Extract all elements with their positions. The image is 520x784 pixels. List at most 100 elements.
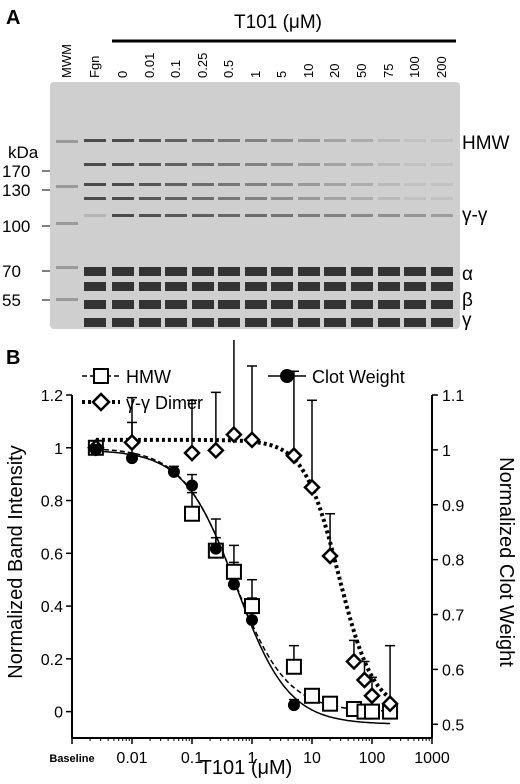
gel-band: [139, 214, 161, 217]
marker-band: [56, 298, 78, 301]
marker-label: 130: [2, 181, 30, 200]
data-point: [89, 443, 102, 456]
gel-band: [298, 139, 320, 142]
lane-label: 1: [248, 71, 263, 78]
y2-tick-label: 0.8: [442, 553, 464, 570]
y-tick-label: 0.6: [41, 546, 63, 563]
legend-label: HMW: [126, 367, 171, 387]
x-tick-label: Baseline: [49, 753, 94, 765]
y2-tick-label: 1.1: [442, 388, 464, 405]
gel-band: [165, 214, 187, 217]
gel-panel: A T101 (μM) MWM Fgn 0 0.01 0.1 0.25 0.5 1 5 10 20 5…: [2, 7, 510, 331]
data-point: [186, 479, 198, 492]
gel-band: [192, 139, 214, 142]
gel-band: [431, 197, 453, 200]
y2-axis-label: Normalized Clot Weight: [495, 457, 517, 667]
gel-band: [192, 183, 214, 186]
gel-band: [192, 214, 214, 217]
gel-band: [84, 183, 106, 186]
lane-label: 0.5: [221, 60, 236, 78]
gel-band: [271, 318, 293, 327]
lane-label: 20: [327, 64, 342, 78]
gel-band: [351, 163, 373, 166]
data-point: [184, 505, 200, 522]
x-tick-label: 100: [359, 750, 386, 767]
band-label: γ: [462, 310, 472, 331]
gel-band: [139, 267, 161, 276]
y2-tick-label: 0.9: [442, 498, 464, 515]
gel-band: [351, 214, 373, 217]
gel-band: [298, 318, 320, 327]
band-label: γ-γ: [462, 205, 488, 226]
gel-band: [139, 139, 161, 142]
lane-label: MWM: [59, 44, 74, 78]
band-label: β: [462, 290, 473, 311]
gel-band: [431, 163, 453, 166]
legend-marker: [93, 368, 109, 384]
gel-band: [192, 197, 214, 200]
gel-band: [139, 300, 161, 309]
gel-band: [218, 163, 240, 166]
gel-band: [404, 318, 426, 327]
gel-band: [165, 300, 187, 309]
gel-band: [218, 282, 240, 291]
gel-image: [50, 82, 460, 329]
x-tick-label: 10: [303, 750, 321, 767]
gel-band: [431, 300, 453, 309]
data-point: [285, 658, 302, 675]
marker-band: [56, 140, 78, 143]
gel-band: [298, 197, 320, 200]
data-point: [244, 598, 260, 615]
gel-band: [378, 139, 400, 142]
lane-label: 0.01: [142, 53, 157, 78]
gel-band: [165, 197, 187, 200]
y2-tick-label: 0.5: [442, 717, 464, 734]
legend-marker: [91, 392, 111, 412]
y2-tick-label: 1: [442, 443, 451, 460]
x-tick-label: 0.1: [181, 750, 203, 767]
data-point: [381, 694, 399, 713]
gel-band: [298, 267, 320, 276]
gel-band: [271, 282, 293, 291]
fit-curve: [95, 437, 392, 700]
gel-band: [139, 282, 161, 291]
gel-band: [139, 318, 161, 327]
lane-label: 200: [434, 56, 449, 78]
gel-band: [404, 197, 426, 200]
gel-band: [245, 139, 267, 142]
gel-band: [218, 197, 240, 200]
y-tick-label: 0.4: [41, 599, 63, 616]
gel-band: [271, 163, 293, 166]
gel-band: [351, 300, 373, 309]
gel-band: [84, 282, 106, 291]
gel-band: [112, 183, 134, 186]
gel-band: [271, 139, 293, 142]
gel-band: [165, 139, 187, 142]
gel-band: [378, 267, 400, 276]
lane-label: 10: [301, 64, 316, 78]
fit-curves: [95, 437, 392, 725]
lane-label: 75: [381, 64, 396, 78]
gel-band: [404, 300, 426, 309]
gel-band: [192, 267, 214, 276]
data-point: [207, 441, 225, 460]
fit-curve: [95, 450, 391, 725]
axes: Baseline 0.01 0.1 1 10 100 1000 0 0.2 0.4 0.6 0.8 1 1…: [41, 388, 465, 767]
lane-labels: MWM Fgn 0 0.01 0.1 0.25 0.5 1 5 10 20 50 75 100 200: [59, 44, 449, 78]
band-label: HMW: [462, 133, 510, 154]
data-point: [285, 446, 303, 465]
data-point: [243, 431, 261, 449]
gel-band: [404, 214, 426, 217]
gel-band: [84, 214, 106, 217]
data-point: [126, 452, 138, 465]
gel-band: [324, 267, 346, 276]
y-tick-label: 0: [54, 705, 63, 722]
gel-band: [271, 214, 293, 217]
gel-band: [218, 267, 240, 276]
gel-band: [271, 267, 293, 276]
gel-band: [351, 267, 373, 276]
gel-band: [404, 267, 426, 276]
data-point: [287, 699, 300, 712]
gel-band: [271, 197, 293, 200]
